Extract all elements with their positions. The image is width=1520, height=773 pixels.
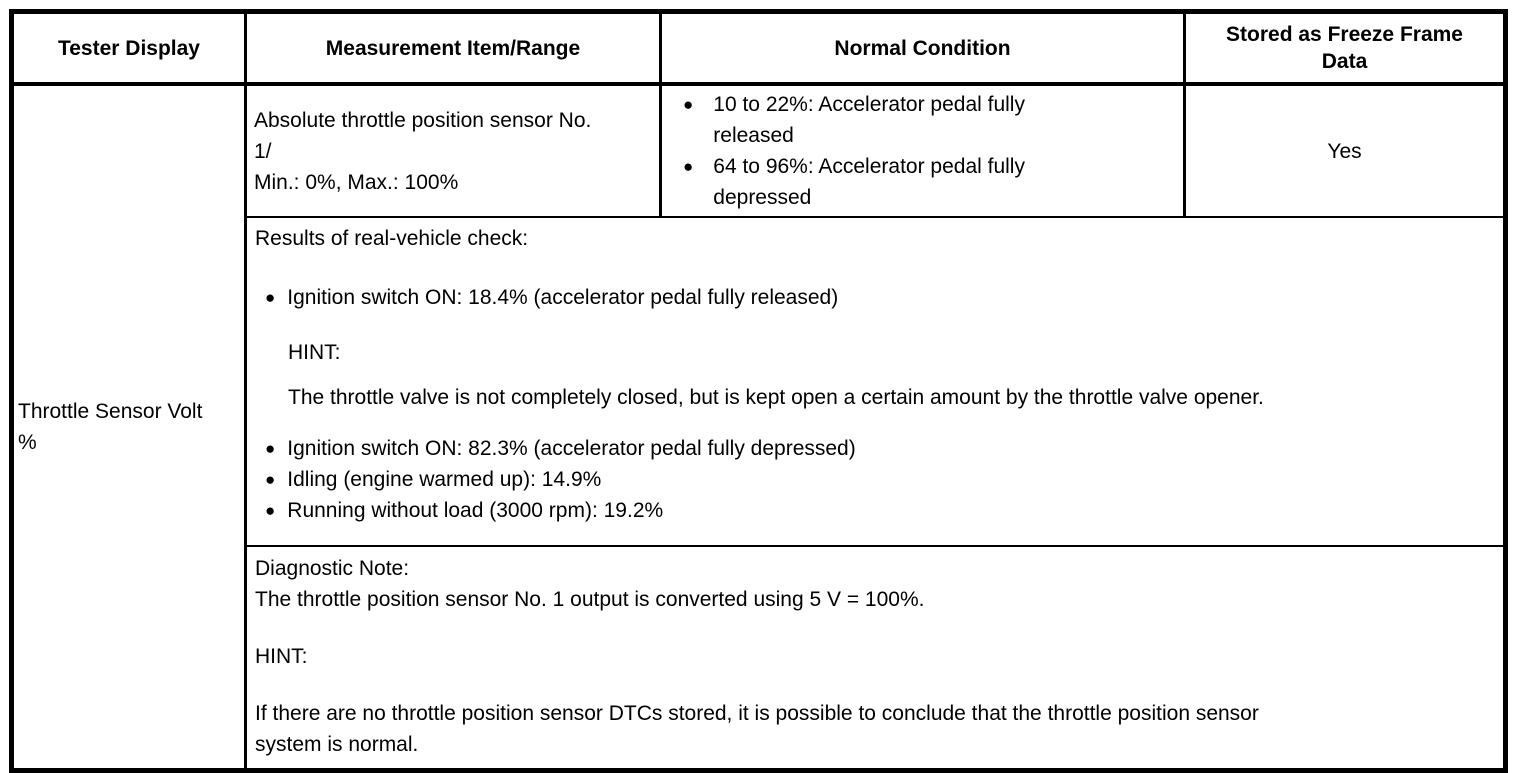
results-intro: Results of real-vehicle check: <box>255 227 529 250</box>
results-bullet-text: Running without load (3000 rpm): 19.2% <box>287 499 664 522</box>
table-row: Diagnostic Note: The throttle position s… <box>12 545 1507 772</box>
normal-condition-text: 10 to 22%: Accelerator pedal fully relea… <box>713 93 1025 147</box>
table-row: Throttle Sensor Volt % Absolute throttle… <box>10 83 1507 772</box>
cell-results: Results of real-vehicle check: ● Ignitio… <box>244 216 1507 547</box>
cell-freeze-frame: Yes <box>1183 83 1507 218</box>
table-row: Results of real-vehicle check: ● Ignitio… <box>12 216 1507 547</box>
results-bullet-item: ● Running without load (3000 rpm): 19.2% <box>255 495 1497 526</box>
results-bullet-item: ● Ignition switch ON: 18.4% (accelerator… <box>255 282 1497 313</box>
hint-label: HINT: <box>288 341 341 364</box>
bullet-icon: ● <box>265 501 276 520</box>
header-measurement-item-range: Measurement Item/Range <box>244 10 662 86</box>
diagnostic-note-text: The throttle position sensor No. 1 outpu… <box>255 588 925 611</box>
results-bullet-item: ● Ignition switch ON: 82.3% (accelerator… <box>255 433 1497 464</box>
results-bullet-text: Idling (engine warmed up): 14.9% <box>287 468 602 491</box>
bullet-icon: ● <box>683 157 694 176</box>
bullet-icon: ● <box>265 288 276 307</box>
normal-condition-item: ● 64 to 96%: Accelerator pedal fully dep… <box>664 151 1182 213</box>
cell-normal-condition: ● 10 to 22%: Accelerator pedal fully rel… <box>659 83 1186 218</box>
normal-condition-text: 64 to 96%: Accelerator pedal fully depre… <box>713 155 1025 209</box>
header-row: Tester Display Measurement Item/Range No… <box>10 10 1507 86</box>
cell-diagnostic-note: Diagnostic Note: The throttle position s… <box>244 545 1507 772</box>
diagnostic-note-label: Diagnostic Note: <box>255 557 410 580</box>
normal-condition-item: ● 10 to 22%: Accelerator pedal fully rel… <box>664 89 1182 151</box>
cell-tester-display: Throttle Sensor Volt % <box>10 83 247 772</box>
bullet-icon: ● <box>265 470 276 489</box>
results-bullet-item: ● Idling (engine warmed up): 14.9% <box>255 464 1497 495</box>
hint-text: If there are no throttle position sensor… <box>255 702 1259 756</box>
header-tester-display: Tester Display <box>10 10 247 86</box>
bullet-icon: ● <box>683 95 694 114</box>
diagnostic-data-table: Tester Display Measurement Item/Range No… <box>9 9 1508 773</box>
results-bullet-text: Ignition switch ON: 82.3% (accelerator p… <box>287 437 856 460</box>
hint-text: The throttle valve is not completely clo… <box>288 386 1264 409</box>
hint-label: HINT: <box>255 645 308 668</box>
cell-measurement-item: Absolute throttle position sensor No. 1/… <box>244 83 662 218</box>
results-bullet-text: Ignition switch ON: 18.4% (accelerator p… <box>287 286 839 309</box>
header-stored-freeze-frame: Stored as Freeze Frame Data <box>1183 10 1507 86</box>
bullet-icon: ● <box>265 439 276 458</box>
header-normal-condition: Normal Condition <box>659 10 1186 86</box>
